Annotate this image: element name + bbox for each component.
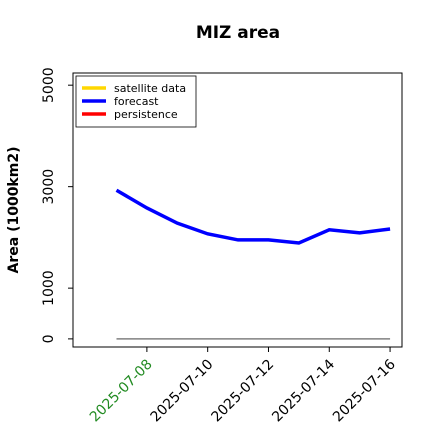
- x-tick-label: 2025-07-12: [208, 357, 277, 426]
- legend-label: satellite data: [114, 82, 186, 95]
- x-tick-label: 2025-07-08: [87, 357, 156, 426]
- legend-label: forecast: [114, 95, 159, 108]
- legend-label: persistence: [114, 108, 178, 121]
- chart-title: MIZ area: [196, 23, 280, 43]
- y-tick-label: 3000: [41, 169, 57, 205]
- y-tick-label: 0: [41, 334, 57, 343]
- y-tick-label: 1000: [41, 270, 57, 306]
- y-axis-label: Area (1000km2): [6, 147, 22, 274]
- x-tick-label: 2025-07-10: [148, 357, 217, 426]
- x-tick-label: 2025-07-16: [330, 356, 399, 425]
- series-line: [115, 188, 391, 245]
- plot-frame: [72, 72, 403, 348]
- x-tick-label: 2025-07-14: [269, 356, 338, 425]
- y-tick-label: 5000: [41, 67, 57, 103]
